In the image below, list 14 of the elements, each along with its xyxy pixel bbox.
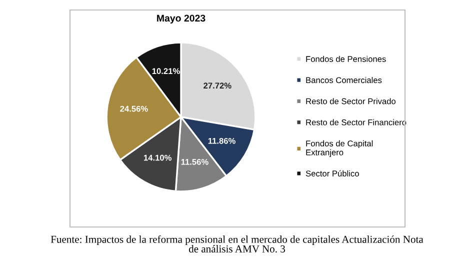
legend-label: Bancos Comerciales — [306, 76, 382, 84]
data-label: 11.56% — [181, 158, 208, 165]
legend-label: Sector Público — [306, 170, 359, 176]
data-label: 27.72% — [204, 82, 232, 89]
data-label: 10.21% — [152, 68, 180, 74]
legend-label: Resto de Sector Privado — [306, 98, 396, 104]
legend-label: Fondos de Capital Extranjero — [306, 140, 373, 158]
data-label: 14.10% — [144, 154, 172, 161]
chart-title: Mayo 2023 — [157, 14, 206, 24]
data-label: 11.86% — [208, 138, 236, 144]
data-label: 24.56% — [120, 106, 148, 112]
legend-label: Fondos de Pensiones — [306, 56, 386, 62]
legend-label: Resto de Sector Financiero — [306, 119, 406, 126]
source-note: Fuente: Impactos de la reforma pensional en el mercado de capitales Actualización Nota de análisis AMV No. 3 — [50, 235, 424, 253]
